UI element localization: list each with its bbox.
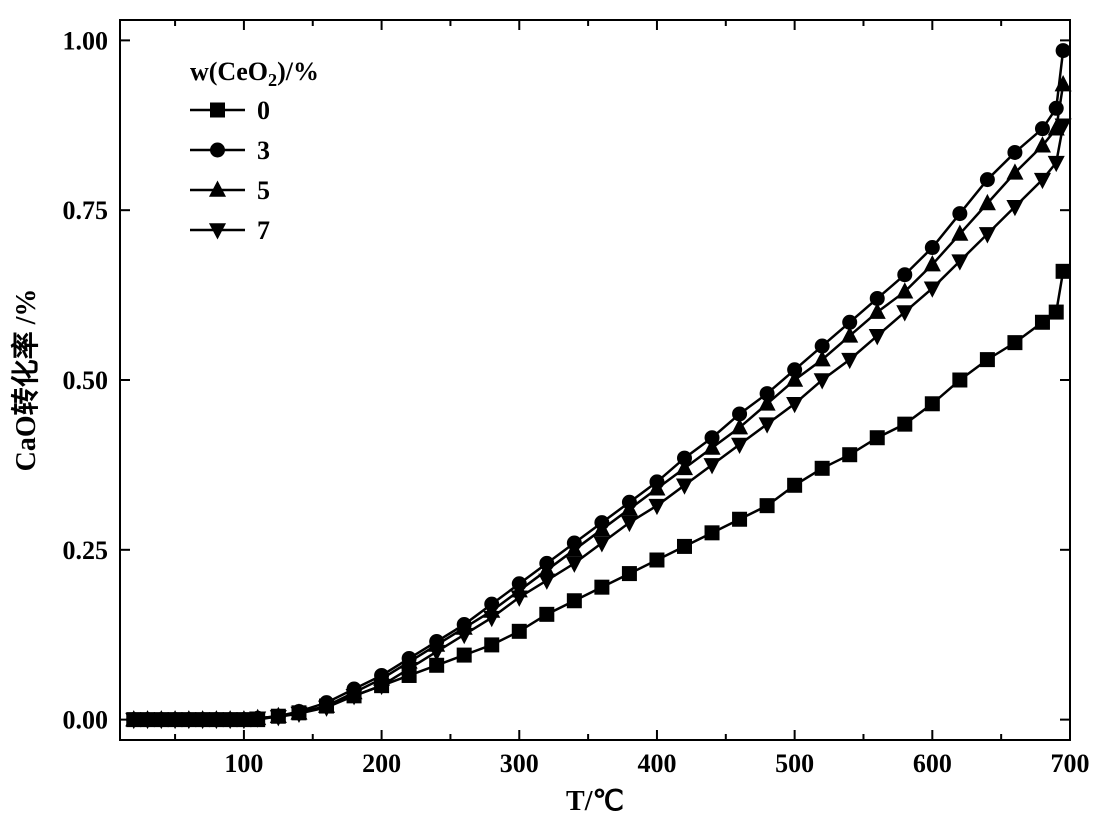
plot-border bbox=[120, 20, 1070, 740]
x-tick-label: 600 bbox=[913, 749, 952, 778]
legend-item-label: 3 bbox=[257, 136, 270, 165]
y-tick-label: 0.25 bbox=[63, 536, 109, 565]
legend: w(CeO2)/% 0 3 5 7 bbox=[190, 57, 319, 245]
y-axis-label: CaO转化率 /% bbox=[9, 289, 42, 472]
x-tick-label: 300 bbox=[500, 749, 539, 778]
legend-item-label: 5 bbox=[257, 176, 270, 205]
y-tick-label: 0.00 bbox=[63, 706, 109, 735]
x-axis-label: T/℃ bbox=[566, 786, 624, 817]
x-tick-label: 200 bbox=[362, 749, 401, 778]
legend-item-label: 0 bbox=[257, 96, 270, 125]
legend-title: w(CeO2)/% bbox=[190, 57, 319, 90]
x-tick-label: 400 bbox=[637, 749, 676, 778]
legend-item-label: 7 bbox=[257, 216, 270, 245]
y-tick-label: 0.50 bbox=[63, 366, 109, 395]
x-tick-label: 700 bbox=[1051, 749, 1090, 778]
chart-container: 100 200 300 400 500 600 700 0.00 0.25 0.50 0.75 1.0… bbox=[0, 0, 1097, 832]
series-0 bbox=[127, 264, 1070, 726]
x-tick-label: 500 bbox=[775, 749, 814, 778]
x-tick-label: 100 bbox=[224, 749, 263, 778]
y-tick-label: 1.00 bbox=[63, 26, 109, 55]
line-chart: 100 200 300 400 500 600 700 0.00 0.25 0.50 0.75 1.0… bbox=[0, 0, 1097, 832]
series-7 bbox=[126, 119, 1071, 728]
y-tick-label: 0.75 bbox=[63, 196, 109, 225]
